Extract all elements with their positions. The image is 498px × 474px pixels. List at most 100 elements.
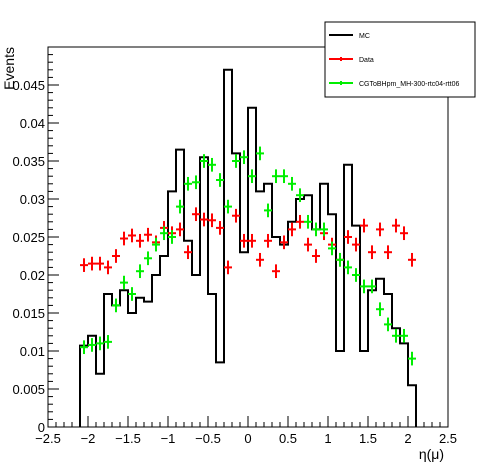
y-tick-label: 0.04: [20, 116, 45, 131]
data-point: [312, 249, 320, 263]
data-point: [288, 222, 296, 237]
legend: MC Data CGToBHpm_MH-300-rtc04-rtt06: [324, 21, 476, 98]
signal-point: [184, 176, 192, 191]
legend-entry: CGToBHpm_MH-300-rtc04-rtt06: [329, 81, 459, 88]
signal-point: [304, 214, 312, 229]
signal-point: [216, 173, 224, 187]
signal-point: [208, 157, 216, 172]
x-tick-label: −1.5: [115, 431, 141, 446]
x-tick-label: −2: [81, 431, 96, 446]
data-point: [128, 228, 136, 243]
data-point: [192, 207, 200, 222]
data-point: [96, 256, 104, 271]
signal-point: [136, 264, 144, 279]
data-point: [400, 226, 408, 241]
signal-point: [368, 279, 376, 294]
signal-point: [360, 279, 368, 294]
y-tick-label: 0.02: [20, 268, 45, 283]
data-point: [232, 208, 240, 223]
signal-point: [200, 154, 208, 168]
signal-point: [120, 275, 128, 290]
signal-point: [312, 222, 320, 237]
signal-point: [400, 328, 408, 343]
x-tick-label: 0: [244, 431, 251, 446]
data-point: [296, 214, 304, 229]
x-tick-label: 2: [404, 431, 411, 446]
signal-point: [328, 241, 336, 256]
signal-point: [152, 237, 160, 252]
data-point: [184, 245, 192, 260]
legend-label: CGToBHpm_MH-300-rtc04-rtt06: [359, 81, 459, 88]
y-axis: 0 0.005 0.01 0.015 0.02 0.025 0.03 0.035 0.04 0.0…: [12, 46, 59, 435]
data-point: [248, 233, 256, 248]
x-tick-label: 1.5: [359, 431, 377, 446]
data-point: [392, 218, 400, 233]
y-tick-label: 0.015: [12, 306, 45, 321]
data-point: [408, 252, 416, 267]
x-tick-label: 0.5: [279, 431, 297, 446]
y-tick-label: 0: [38, 420, 45, 435]
signal-point: [128, 287, 136, 301]
signal-series: [80, 146, 416, 366]
y-tick-label: 0.01: [20, 344, 45, 359]
data-point: [376, 222, 384, 237]
data-point: [208, 213, 216, 228]
signal-point: [80, 340, 88, 355]
x-tick-label: −0.5: [195, 431, 221, 446]
y-tick-label: 0.03: [20, 192, 45, 207]
data-point: [360, 218, 368, 233]
data-point: [384, 245, 392, 260]
data-point: [256, 252, 264, 267]
signal-point: [392, 328, 400, 343]
signal-point: [248, 169, 256, 184]
signal-point: [296, 188, 304, 203]
x-tick-label: −2.5: [35, 431, 61, 446]
y-tick-label: 0.005: [12, 382, 45, 397]
legend-entry: MC: [329, 33, 370, 40]
signal-point: [272, 169, 280, 184]
signal-point: [256, 146, 264, 161]
mc-histogram: [79, 68, 417, 427]
signal-point: [376, 302, 384, 317]
mc-step-line: [79, 68, 417, 427]
signal-point: [344, 260, 352, 275]
signal-point: [112, 298, 120, 313]
signal-point: [232, 154, 240, 168]
signal-point: [96, 336, 104, 351]
data-point: [120, 231, 128, 246]
signal-point: [264, 203, 272, 218]
x-tick-label: 1: [324, 431, 331, 446]
data-point: [176, 222, 184, 237]
data-point: [368, 245, 376, 260]
signal-point: [288, 176, 296, 191]
signal-point: [408, 351, 416, 366]
signal-point: [144, 251, 152, 266]
signal-point: [240, 150, 248, 165]
data-point: [272, 264, 280, 279]
data-point: [352, 237, 360, 252]
y-tick-label: 0.045: [12, 78, 45, 93]
data-point: [264, 233, 272, 248]
data-point: [304, 237, 312, 252]
signal-point: [320, 222, 328, 237]
data-point: [216, 221, 224, 235]
y-tick-label: 0.035: [12, 154, 45, 169]
x-axis-title: η(μ): [419, 446, 444, 462]
data-point: [112, 249, 120, 263]
data-point: [240, 233, 248, 248]
data-point: [136, 233, 144, 248]
signal-point: [88, 338, 96, 352]
signal-point: [176, 199, 184, 214]
signal-point: [224, 199, 232, 214]
data-point: [104, 260, 112, 275]
data-point: [280, 235, 288, 250]
data-point: [144, 227, 152, 242]
signal-point: [160, 226, 168, 241]
signal-point: [168, 230, 176, 244]
signal-point: [104, 335, 112, 349]
data-point: [88, 256, 96, 271]
y-tick-label: 0.025: [12, 230, 45, 245]
data-point: [344, 230, 352, 244]
legend-entry: Data: [329, 57, 374, 64]
